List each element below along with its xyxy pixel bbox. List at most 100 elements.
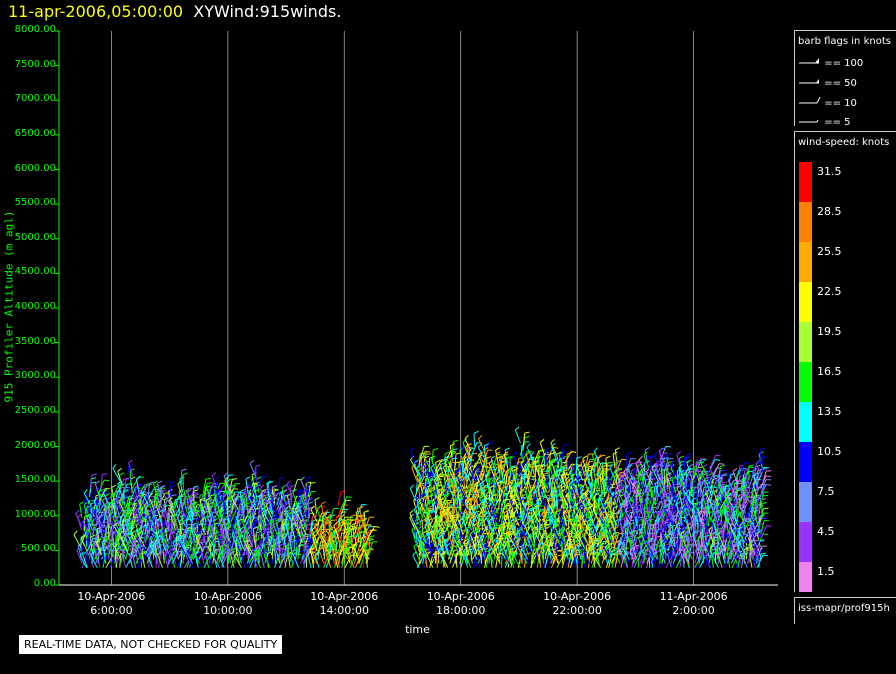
wind-barb [430, 491, 434, 506]
wind-barb [107, 537, 110, 552]
wind-barb-flag [118, 496, 124, 499]
wind-barb-flag [409, 513, 414, 518]
wind-barb-flag [73, 530, 78, 535]
wind-barb [244, 508, 251, 523]
wind-barb [312, 537, 318, 552]
wind-barb [272, 521, 278, 535]
wind-barb-flag [143, 501, 149, 506]
wind-barb [339, 516, 346, 531]
wind-barb [413, 546, 420, 560]
wind-barb [210, 496, 216, 510]
wind-barb [89, 474, 93, 489]
wind-barb [473, 433, 476, 448]
wind-barb [293, 529, 299, 543]
wind-barb [218, 541, 223, 556]
wind-barb [440, 520, 446, 535]
wind-barb-flag [553, 446, 559, 449]
wind-barb [226, 508, 230, 523]
wind-barb [446, 483, 453, 498]
wind-barb [223, 483, 229, 498]
wind-barb-flag [117, 467, 122, 472]
wind-barb-flag [310, 505, 315, 510]
wind-barb [430, 458, 437, 473]
wind-barb [137, 534, 145, 548]
wind-barb-flag [539, 438, 545, 443]
wind-barb-flag [127, 517, 132, 522]
wind-barb [146, 554, 153, 568]
wind-barb-flag [412, 551, 417, 556]
wind-barb-flag [170, 484, 176, 488]
wind-barb-flag [103, 547, 109, 551]
wind-barb-flag [302, 534, 307, 539]
wind-barb [438, 504, 443, 518]
wind-barb [435, 499, 440, 514]
wind-barb-flag [321, 513, 328, 517]
wind-barb-flag [117, 480, 122, 485]
wind-barb [179, 542, 187, 556]
wind-barb-flag [357, 530, 363, 535]
wind-barb [297, 491, 301, 506]
wind-barb-flag [137, 505, 143, 510]
wind-barb-flag [360, 514, 365, 519]
wind-barb [454, 501, 463, 514]
wind-barb [124, 495, 130, 510]
wind-barb-flag [253, 526, 259, 530]
wind-barb-flag [105, 509, 110, 515]
wind-barb-flag [212, 551, 217, 556]
wind-barb [337, 491, 342, 506]
wind-barb [160, 529, 166, 543]
wind-barb [307, 537, 312, 552]
wind-barb-flag [310, 482, 316, 484]
wind-barb-flag [478, 434, 483, 440]
wind-barb [213, 520, 218, 535]
wind-barb [118, 500, 126, 514]
wind-barb-flag [209, 494, 215, 497]
wind-barb [154, 550, 160, 564]
wind-barb [237, 546, 245, 560]
wind-barb [190, 521, 199, 535]
wind-barb-flag [550, 439, 555, 444]
wind-barb [112, 504, 117, 518]
wind-barb-flag [343, 508, 349, 511]
wind-barb-flag [298, 501, 303, 505]
wind-barb [442, 513, 451, 527]
wind-barb [274, 503, 278, 518]
wind-barb [95, 513, 103, 527]
wind-barb-flag [441, 551, 446, 556]
wind-barb [267, 533, 273, 548]
wind-barb [137, 512, 141, 527]
wind-barb [114, 546, 122, 560]
wind-barb-flag [244, 522, 249, 527]
wind-barb [276, 512, 283, 527]
wind-barb-flag [138, 476, 144, 478]
wind-barb [278, 529, 284, 543]
wind-barb [316, 508, 322, 523]
wind-barb [320, 533, 324, 547]
wind-barb [548, 478, 551, 493]
wind-barb-flag [297, 488, 303, 492]
wind-barb [293, 500, 300, 514]
wind-barb [460, 467, 467, 481]
wind-barb-flag [232, 478, 238, 480]
wind-barb [124, 478, 127, 493]
wind-barb [286, 551, 294, 564]
wind-barb [199, 500, 206, 514]
wind-barb [230, 554, 235, 568]
wind-barb [344, 542, 352, 556]
wind-barb [168, 525, 176, 539]
wind-barb-flag [102, 473, 108, 476]
wind-barb [110, 516, 114, 531]
wind-barb-flag [362, 517, 368, 522]
wind-barb-flag [151, 497, 157, 501]
wind-barb [503, 474, 506, 489]
wind-barb [228, 487, 232, 502]
wind-barb [322, 545, 326, 560]
wind-barb [459, 538, 467, 552]
wind-barb [195, 538, 204, 552]
wind-barb-flag [263, 475, 269, 478]
wind-barb [258, 542, 266, 556]
wind-barb-flag [119, 530, 124, 535]
wind-barb [422, 463, 431, 477]
wind-barb-flag [284, 505, 290, 511]
wind-barb [450, 458, 455, 473]
